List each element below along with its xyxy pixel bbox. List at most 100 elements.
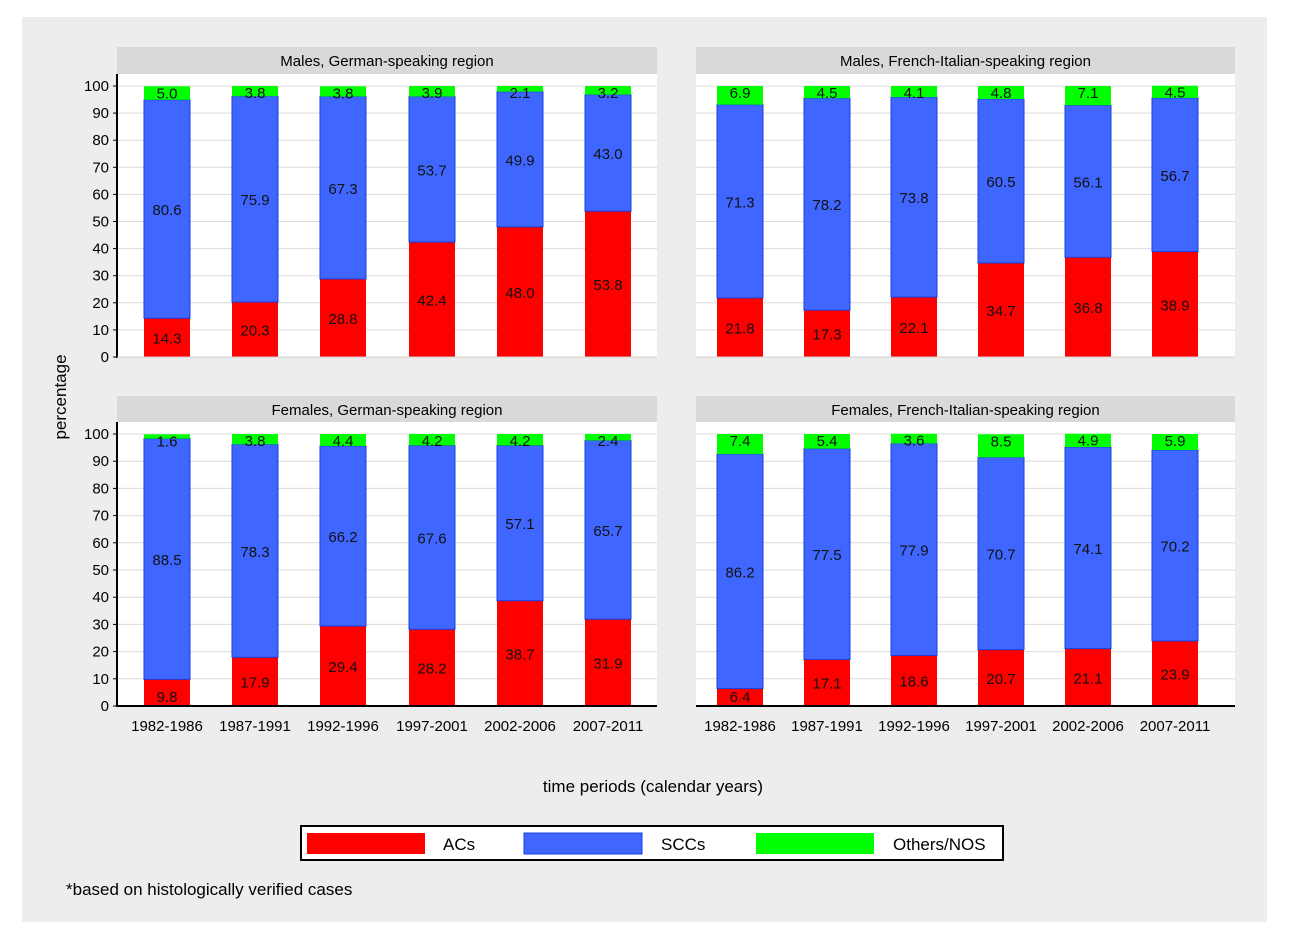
y-tick-label: 20 xyxy=(92,644,109,661)
data-label-others: 8.5 xyxy=(991,433,1012,450)
bar-segment-sccs xyxy=(584,440,632,620)
data-label-acs: 20.3 xyxy=(240,322,269,339)
data-label-acs: 20.7 xyxy=(986,671,1015,688)
x-tick-label: 2002-2006 xyxy=(1052,718,1124,735)
y-tick-label: 90 xyxy=(92,453,109,470)
bar-segment-others xyxy=(409,86,455,97)
bar-segment-others xyxy=(1152,434,1198,451)
data-label-sccs: 80.6 xyxy=(152,202,181,219)
bar-segment-acs xyxy=(1065,648,1111,706)
bar-segment-others xyxy=(978,86,1024,100)
x-tick-label: 1987-1991 xyxy=(219,718,291,735)
bar-segment-sccs xyxy=(977,456,1025,651)
bar-segment-acs xyxy=(320,626,366,706)
bar-segment-sccs xyxy=(231,443,279,658)
data-label-others: 5.9 xyxy=(1165,433,1186,450)
bar-segment-others xyxy=(891,433,937,444)
y-tick-label: 90 xyxy=(92,105,109,122)
data-label-others: 4.1 xyxy=(904,85,925,102)
bar-segment-acs xyxy=(585,619,631,706)
y-tick-label: 80 xyxy=(92,132,109,149)
y-tick-label: 100 xyxy=(84,426,109,443)
y-axis-label: percentage xyxy=(51,354,70,439)
data-label-others: 3.6 xyxy=(904,433,925,450)
data-label-acs: 23.9 xyxy=(1160,666,1189,683)
data-label-sccs: 75.9 xyxy=(240,192,269,209)
bar-segment-acs xyxy=(1065,257,1111,357)
data-label-acs: 21.1 xyxy=(1073,670,1102,687)
bar-segment-acs xyxy=(144,679,190,706)
data-label-others: 4.5 xyxy=(1165,85,1186,102)
bar-segment-sccs xyxy=(1064,446,1112,650)
bar-segment-sccs xyxy=(231,95,279,303)
x-axis-label: time periods (calendar years) xyxy=(543,777,763,796)
y-tick-label: 10 xyxy=(92,322,109,339)
data-label-sccs: 73.8 xyxy=(899,190,928,207)
bar-segment-sccs xyxy=(1151,449,1199,642)
legend: ACs SCCs Others/NOS xyxy=(300,825,1004,861)
y-tick-label: 0 xyxy=(101,349,109,366)
legend-label-acs: ACs xyxy=(443,835,475,854)
y-tick-label: 70 xyxy=(92,508,109,525)
data-label-acs: 34.7 xyxy=(986,303,1015,320)
data-label-acs: 21.8 xyxy=(725,320,754,337)
data-label-others: 4.5 xyxy=(817,85,838,102)
panel-header xyxy=(117,47,657,74)
data-label-acs: 38.9 xyxy=(1160,297,1189,314)
data-label-others: 4.4 xyxy=(333,433,354,450)
bar-segment-others xyxy=(804,434,850,449)
y-tick-label: 60 xyxy=(92,186,109,203)
data-label-others: 7.1 xyxy=(1078,85,1099,102)
data-label-others: 2.1 xyxy=(510,85,531,102)
bar-segment-sccs xyxy=(890,443,938,656)
data-label-acs: 17.3 xyxy=(812,327,841,344)
data-label-sccs: 53.7 xyxy=(417,162,446,179)
bar-segment-others xyxy=(891,86,937,98)
data-label-sccs: 57.1 xyxy=(505,516,534,533)
data-label-sccs: 49.9 xyxy=(505,152,534,169)
bar-segment-sccs xyxy=(890,96,938,298)
y-tick-label: 20 xyxy=(92,295,109,312)
data-label-sccs: 43.0 xyxy=(593,146,622,163)
bar-segment-sccs xyxy=(319,445,367,627)
data-label-others: 1.6 xyxy=(157,433,178,450)
y-tick-label: 50 xyxy=(92,214,109,231)
data-label-others: 4.2 xyxy=(422,433,443,450)
data-label-others: 5.0 xyxy=(157,85,178,102)
data-label-acs: 53.8 xyxy=(593,277,622,294)
x-tick-label: 2007-2011 xyxy=(573,718,644,735)
legend-swatch-others xyxy=(756,833,874,854)
bar-segment-others xyxy=(497,434,543,446)
bar-segment-sccs xyxy=(143,438,191,680)
bar-segment-sccs xyxy=(1151,97,1199,253)
bar-segment-acs xyxy=(232,657,278,706)
panel-3: Females, German-speaking region 9.8 88.5 1.… xyxy=(84,396,657,735)
bar-segment-sccs xyxy=(408,444,456,630)
data-label-others: 3.8 xyxy=(245,85,266,102)
panel-title: Males, German-speaking region xyxy=(280,53,493,70)
plot-area xyxy=(696,74,1235,357)
bar-segment-acs xyxy=(409,629,455,706)
panel-title: Females, German-speaking region xyxy=(272,402,503,419)
bar-segment-acs xyxy=(978,262,1024,357)
data-label-sccs: 56.1 xyxy=(1073,174,1102,191)
data-label-others: 2.4 xyxy=(598,433,619,450)
panel-header xyxy=(117,396,657,422)
x-tick-label: 1997-2001 xyxy=(965,718,1037,735)
data-label-acs: 29.4 xyxy=(328,659,357,676)
bar-segment-others xyxy=(144,434,190,439)
x-tick-label: 1992-1996 xyxy=(307,718,379,735)
bar-segment-others xyxy=(320,434,366,446)
bar-segment-others xyxy=(320,86,366,97)
bar-segment-others xyxy=(1065,86,1111,106)
data-label-others: 6.9 xyxy=(730,85,751,102)
bar-segment-acs xyxy=(409,242,455,357)
data-label-sccs: 78.3 xyxy=(240,544,269,561)
data-label-acs: 36.8 xyxy=(1073,300,1102,317)
x-tick-label: 1987-1991 xyxy=(791,718,863,735)
bar-segment-others xyxy=(409,434,455,446)
x-tick-label: 1992-1996 xyxy=(878,718,950,735)
panel-header xyxy=(696,47,1235,74)
data-label-sccs: 77.5 xyxy=(812,547,841,564)
